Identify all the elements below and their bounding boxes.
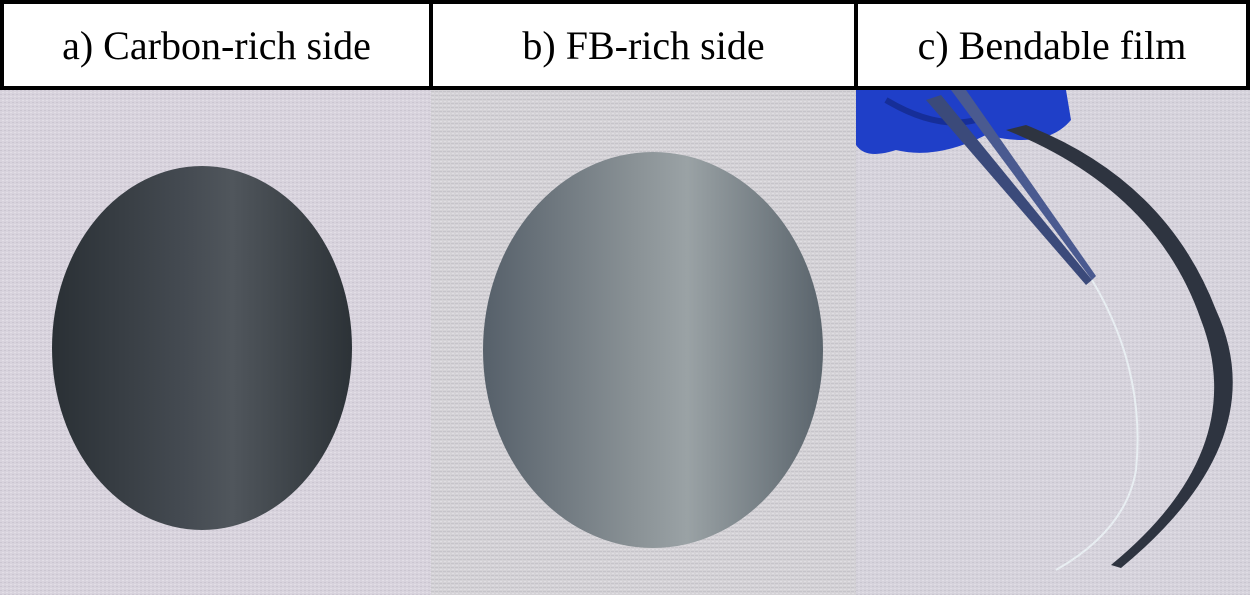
bent-film-photo xyxy=(856,90,1250,595)
panel-label-box: b) FB-rich side xyxy=(431,0,856,90)
tweezers-icon xyxy=(926,90,1096,285)
panel-label: a) Carbon-rich side xyxy=(62,22,371,68)
panel-label: c) Bendable film xyxy=(917,22,1187,68)
panel-fb-rich: b) FB-rich side xyxy=(431,0,856,595)
glove-icon xyxy=(856,90,1071,154)
panel-label-box: a) Carbon-rich side xyxy=(0,0,431,90)
fb-film-photo xyxy=(431,90,856,595)
panel-label: b) FB-rich side xyxy=(522,22,765,68)
panel-carbon-rich: a) Carbon-rich side xyxy=(0,0,431,595)
panel-label-box: c) Bendable film xyxy=(856,0,1250,90)
carbon-film-photo xyxy=(0,90,431,595)
panel-bendable-film: c) Bendable film xyxy=(856,0,1250,595)
